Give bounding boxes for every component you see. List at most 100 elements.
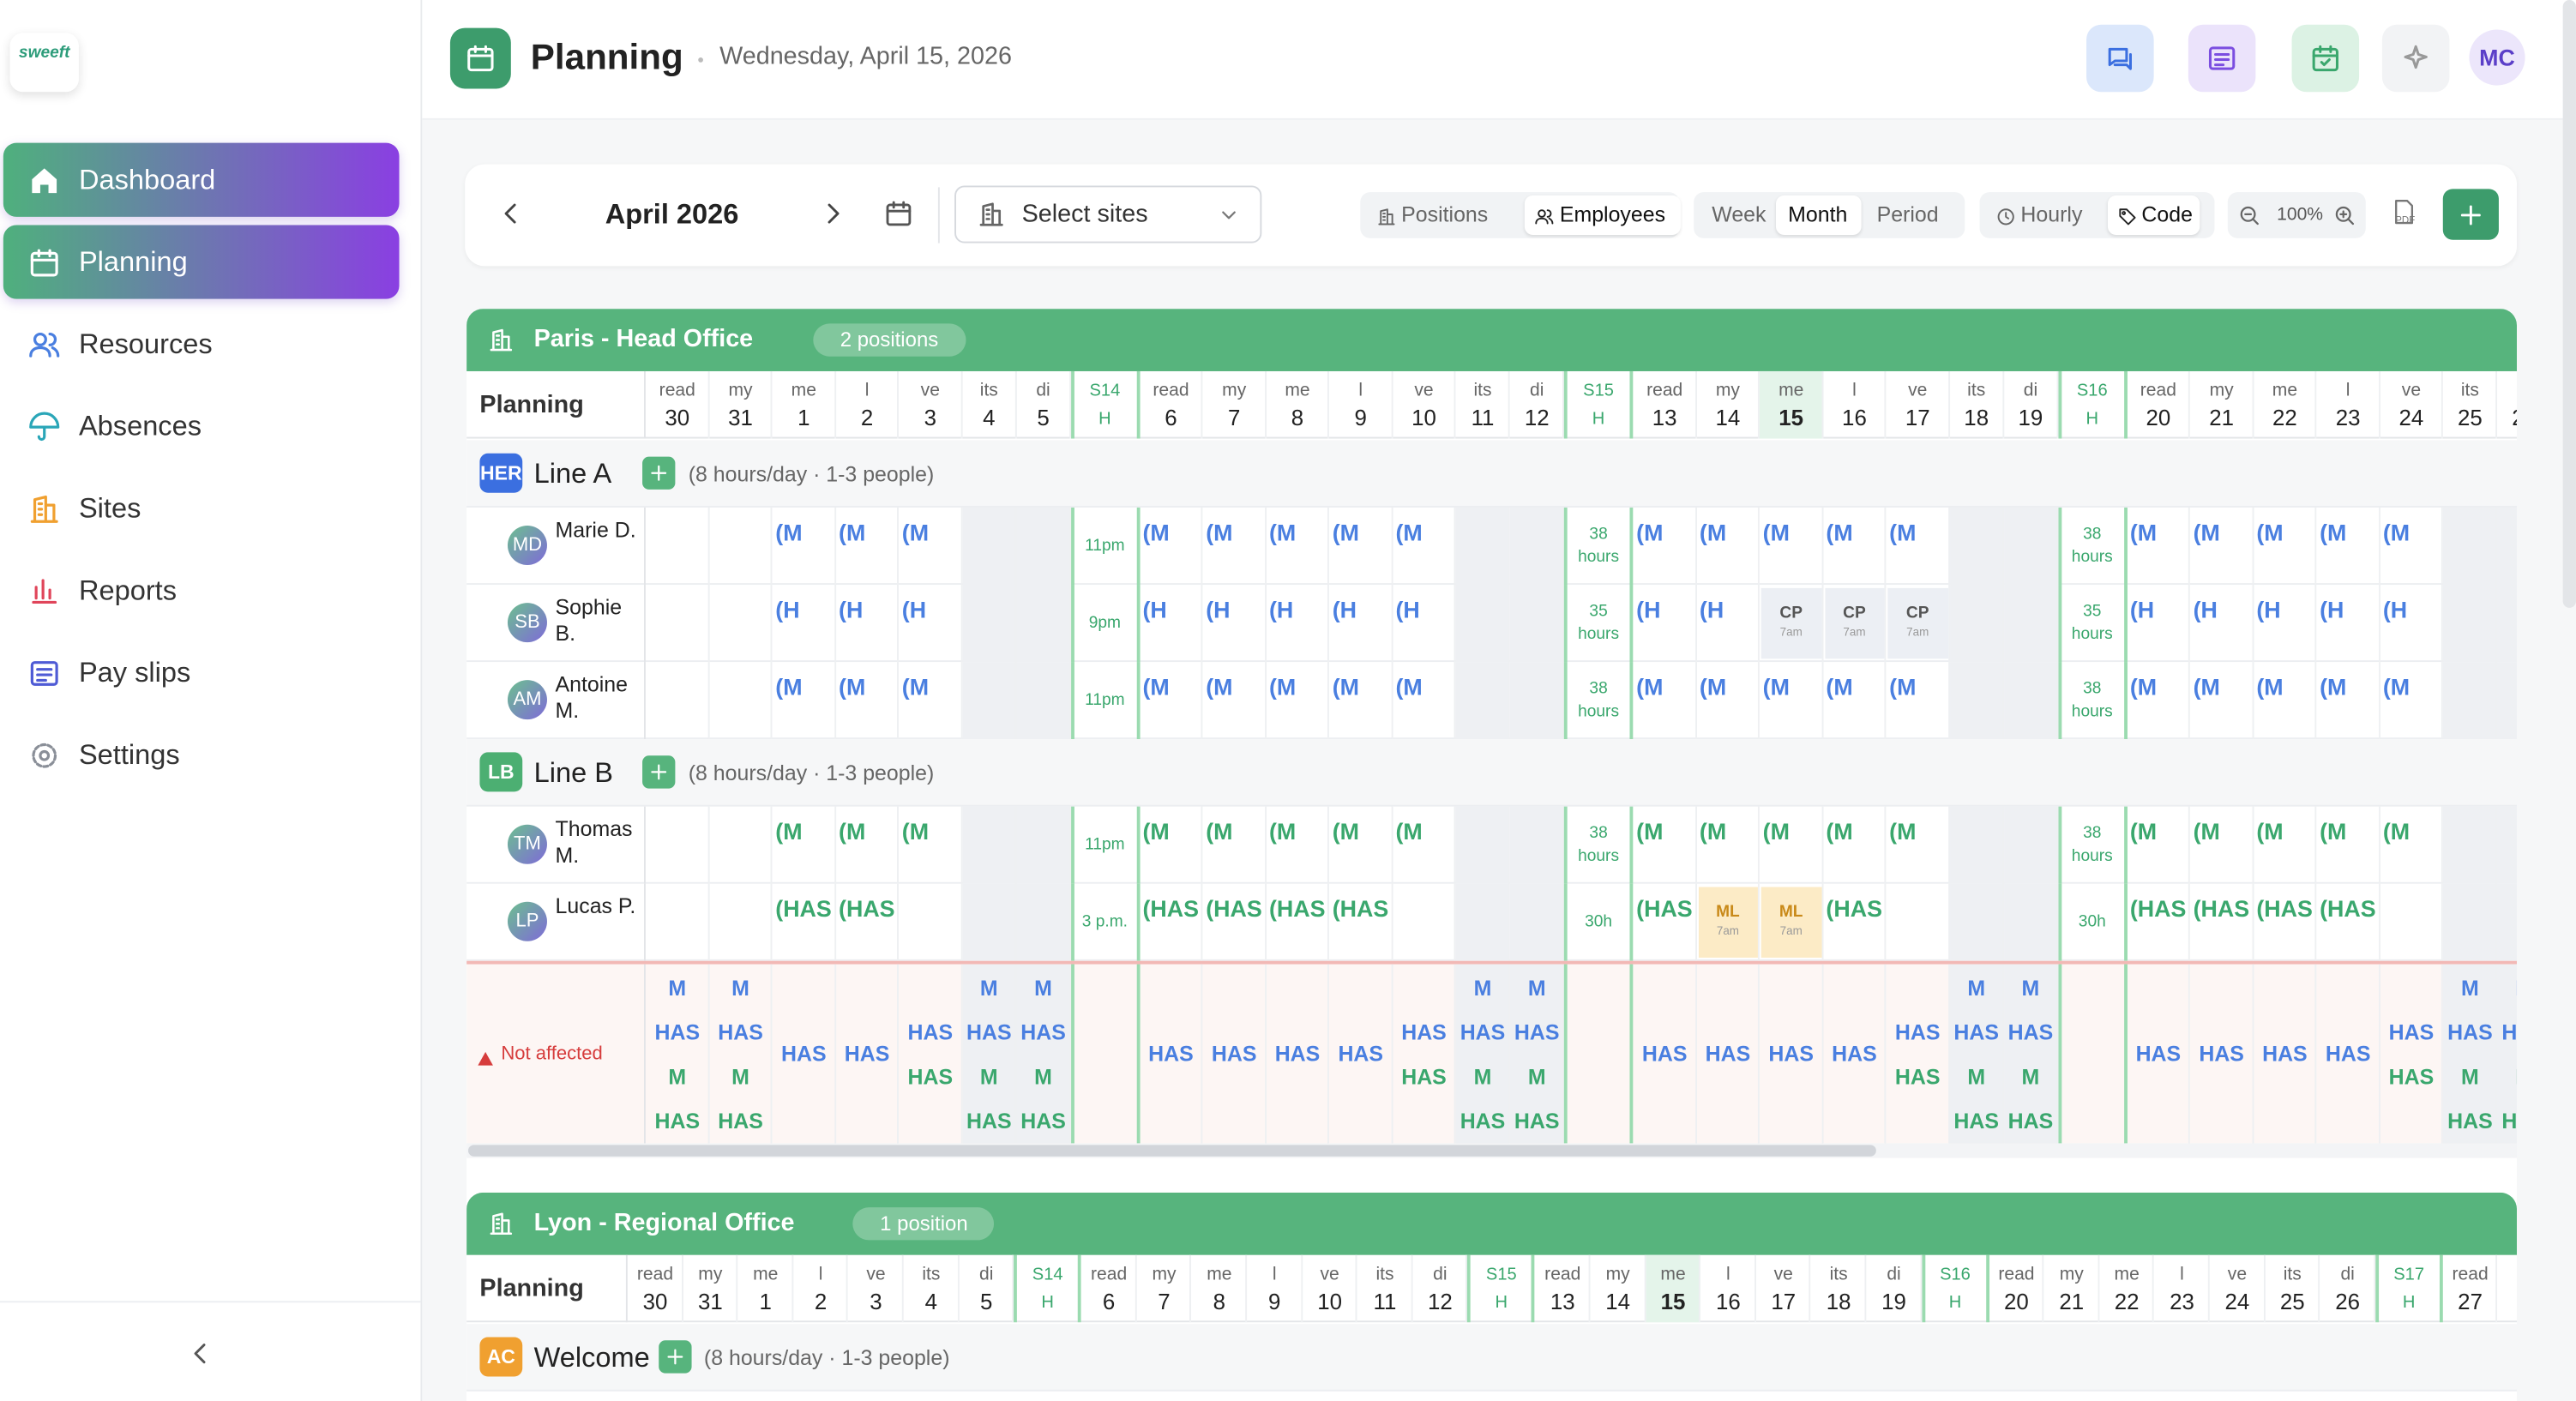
day-column	[2316, 662, 2380, 740]
icon[interactable]	[884, 199, 913, 228]
nav-item[interactable]: Planning	[3, 225, 400, 299]
employee-initials: SB	[515, 612, 540, 633]
shift-code: M	[979, 1064, 998, 1090]
week-header: S16 H	[2057, 370, 2128, 439]
shift-code: (M	[1395, 673, 1423, 700]
nav-label: Reports	[78, 574, 178, 606]
segment[interactable]: Month	[1776, 195, 1863, 235]
shift-code: HAS	[654, 1109, 701, 1133]
weekday: me	[791, 381, 816, 401]
horizontal-scrollbar[interactable]	[468, 1145, 1876, 1157]
segment[interactable]: Positions	[1367, 195, 1522, 235]
nav-item[interactable]: Resources	[3, 307, 400, 381]
day-column	[835, 806, 899, 884]
day-number: 25	[2458, 406, 2483, 430]
icon[interactable]	[497, 199, 526, 228]
icon-part	[467, 45, 494, 72]
day-column	[1202, 806, 1267, 884]
shift-code: M	[731, 975, 749, 1001]
avatar[interactable]: MC	[2469, 29, 2525, 86]
line-name: Line A	[533, 458, 612, 490]
day-header-cell: me 1	[738, 1254, 793, 1323]
segment[interactable]: Code	[2107, 195, 2200, 235]
header-button[interactable]	[2381, 24, 2450, 93]
shift-code: (H	[839, 596, 864, 623]
shift-code: HAS	[1211, 1041, 1257, 1067]
week-number: S14	[1089, 381, 1121, 401]
day-column	[1266, 585, 1329, 663]
icon-part	[30, 495, 58, 523]
segment[interactable]: Hourly	[1986, 195, 2104, 235]
shift-code: (M	[1889, 673, 1917, 700]
day-column	[1393, 585, 1456, 663]
icon	[28, 246, 61, 279]
weekday: di	[1036, 381, 1050, 401]
day-number: 24	[2224, 1289, 2250, 1314]
day-column	[1633, 964, 1697, 1147]
site-select[interactable]: Select sites	[954, 185, 1262, 244]
nav-item[interactable]: Absences	[3, 389, 400, 463]
nav-item[interactable]: Sites	[3, 472, 400, 545]
icon-part	[2108, 47, 2132, 70]
line-add-button[interactable]	[658, 1340, 691, 1374]
icon	[1218, 204, 1241, 227]
day-column	[2190, 662, 2254, 740]
icon[interactable]	[818, 199, 847, 228]
shift-code: HAS	[780, 1041, 827, 1067]
day-column	[1329, 507, 1393, 586]
icon	[28, 328, 61, 361]
shift-code: (M	[1699, 519, 1727, 546]
icon[interactable]	[2332, 204, 2356, 227]
nav-item[interactable]: Reports	[3, 554, 400, 628]
shift-code: HAS	[2325, 1041, 2371, 1067]
segment-label: Week	[1712, 201, 1766, 227]
shift-code: M	[668, 1064, 687, 1090]
segment[interactable]: Employees	[1525, 195, 1681, 235]
weekday: read	[2140, 381, 2176, 401]
icon[interactable]	[2237, 204, 2260, 227]
employee-initials: AM	[513, 689, 542, 710]
day-column	[709, 662, 773, 740]
shift-code: (M	[901, 673, 930, 700]
icon-part	[32, 168, 57, 194]
shift-code: HAS	[907, 1019, 954, 1045]
header-button[interactable]	[2188, 24, 2256, 93]
day-column	[2380, 585, 2443, 663]
week-total: 38 hours	[2071, 823, 2113, 865]
weekday: di	[1887, 1265, 1901, 1285]
week-number: S17	[2393, 1265, 2425, 1285]
segment[interactable]: Period	[1865, 195, 1963, 235]
day-column	[835, 507, 899, 586]
export-button[interactable]: PDF	[2389, 197, 2422, 233]
day-column	[1509, 806, 1564, 884]
nav-item[interactable]: Pay slips	[3, 635, 400, 709]
day-number: 7	[1228, 406, 1241, 430]
day-column	[961, 883, 1016, 961]
shift-code: (M	[775, 519, 803, 546]
header-button[interactable]	[2291, 24, 2360, 93]
day-number: 19	[2018, 406, 2043, 430]
unassigned-row: Not affected M HAS M HAS M HAS M HAS HAS HAS HAS HAS…	[466, 960, 2518, 1147]
icon-part	[1536, 209, 1555, 225]
line-add-button[interactable]	[642, 456, 676, 490]
nav-item[interactable]: Settings	[3, 718, 400, 791]
segment[interactable]: Week	[1700, 195, 1773, 235]
week-header: S16 H	[1921, 1254, 1989, 1323]
employee-row: LP Lucas P. (HAS (HAS 3 p.m. (HAS (HAS (HAS (HAS…	[466, 883, 2518, 961]
day-header-cell: my 31	[709, 370, 773, 439]
week-number: S16	[1940, 1265, 1971, 1285]
line-add-button[interactable]	[642, 755, 676, 789]
nav-item[interactable]: Dashboard	[3, 142, 400, 217]
header-button[interactable]	[2086, 24, 2154, 93]
weekday: my	[1222, 381, 1247, 401]
icon	[488, 1211, 515, 1237]
add-button[interactable]	[2442, 189, 2499, 240]
weekday: read	[636, 1265, 674, 1285]
day-header-cell: read 20	[2127, 370, 2190, 439]
day-column	[2316, 806, 2380, 884]
day-number: 20	[2146, 406, 2171, 430]
nav-label: Absences	[78, 410, 202, 442]
weekday: ve	[1773, 1265, 1793, 1285]
